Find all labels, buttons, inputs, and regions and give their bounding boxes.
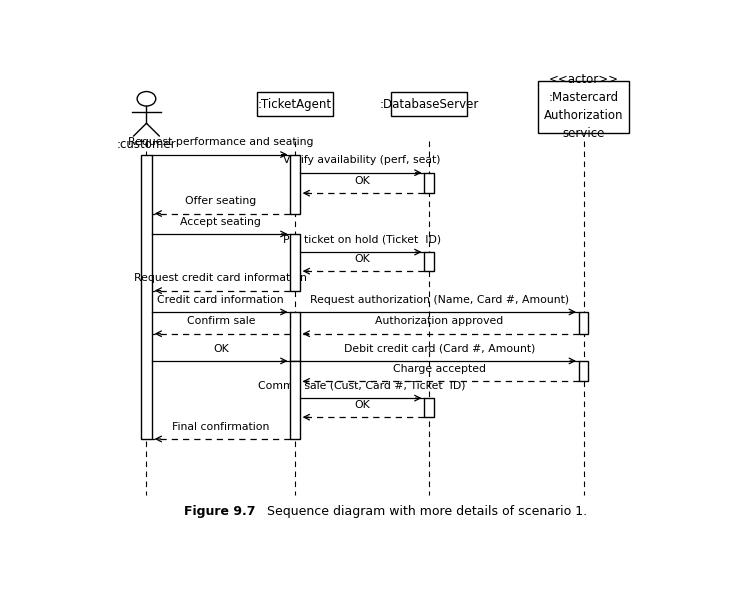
Text: Sequence diagram with more details of scenario 1.: Sequence diagram with more details of sc… [255, 505, 587, 518]
Bar [290, 234, 300, 290]
Text: OK: OK [213, 344, 229, 353]
Text: Offer seating: Offer seating [185, 196, 256, 206]
Bar [290, 361, 300, 439]
Text: Final confirmation: Final confirmation [172, 422, 269, 432]
Bar [391, 92, 467, 116]
Text: Request credit card information: Request credit card information [135, 273, 308, 283]
Text: :DatabaseServer: :DatabaseServer [380, 98, 479, 111]
Text: Verify availability (perf, seat): Verify availability (perf, seat) [284, 155, 441, 166]
Text: Commit sale (Cust, Card #, Ticket  ID): Commit sale (Cust, Card #, Ticket ID) [259, 381, 465, 391]
Bar [424, 398, 434, 417]
Text: <<actor>>
:Mastercard
Authorization
service: <<actor>> :Mastercard Authorization serv… [544, 74, 623, 140]
Text: Debit credit card (Card #, Amount): Debit credit card (Card #, Amount) [344, 344, 535, 353]
Bar [257, 92, 333, 116]
Text: OK: OK [354, 400, 370, 410]
Text: Put ticket on hold (Ticket  ID): Put ticket on hold (Ticket ID) [283, 235, 441, 245]
Bar [290, 154, 300, 214]
Bar [538, 81, 629, 133]
Text: Confirm sale: Confirm sale [186, 316, 255, 326]
Text: Request performance and seating: Request performance and seating [128, 137, 314, 147]
Text: :TicketAgent: :TicketAgent [258, 98, 332, 111]
Text: Charge accepted: Charge accepted [393, 364, 486, 374]
Bar [579, 312, 588, 334]
Text: OK: OK [354, 176, 370, 186]
Bar [290, 312, 300, 361]
Text: Credit card information: Credit card information [157, 294, 284, 305]
Text: Authorization approved: Authorization approved [375, 316, 503, 326]
Text: :customer: :customer [117, 138, 176, 151]
Bar [424, 173, 434, 193]
Bar [579, 361, 588, 381]
Bar [424, 252, 434, 271]
Text: Figure 9.7: Figure 9.7 [183, 505, 255, 518]
Text: Request authorization (Name, Card #, Amount): Request authorization (Name, Card #, Amo… [310, 294, 569, 305]
Bar [141, 154, 152, 439]
Text: OK: OK [354, 254, 370, 264]
Text: Accept seating: Accept seating [180, 217, 261, 227]
